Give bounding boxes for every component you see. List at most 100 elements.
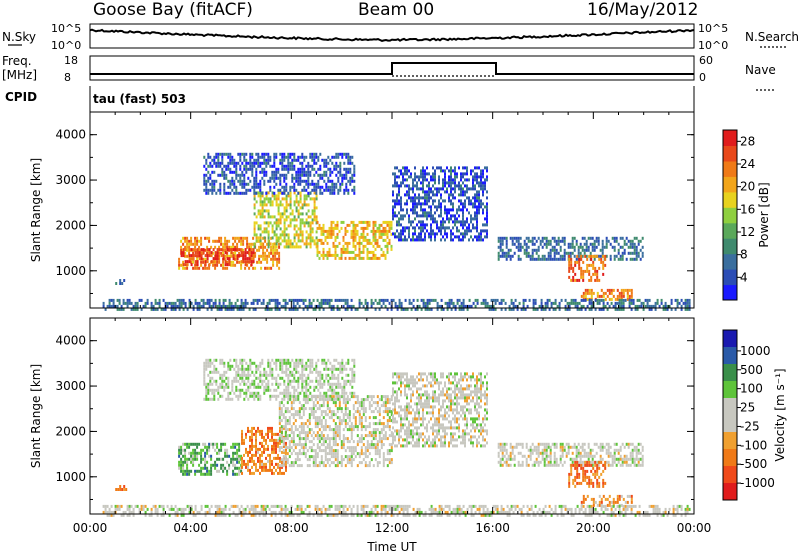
echo-cell (226, 251, 229, 255)
echo-cell (257, 397, 260, 401)
echo-cell (304, 443, 307, 447)
echo-cell (592, 291, 595, 295)
echo-cell (218, 301, 221, 305)
echo-cell (577, 254, 580, 258)
echo-cell (676, 301, 679, 305)
echo-cell (374, 422, 377, 426)
echo-cell (338, 307, 341, 311)
echo-cell (484, 178, 486, 182)
echo-cell (372, 443, 375, 447)
echo-cell (294, 452, 297, 456)
echo-cell (224, 251, 227, 255)
echo-cell (578, 257, 581, 261)
echo-cell (277, 385, 280, 389)
echo-cell (257, 236, 260, 240)
echo-cell (198, 304, 201, 308)
echo-cell (454, 178, 456, 182)
echo-cell (343, 173, 346, 177)
echo-cell (344, 226, 347, 230)
echo-cell (519, 245, 522, 249)
echo-cell (338, 404, 341, 408)
echo-cell (236, 457, 239, 461)
echo-cell (242, 242, 245, 246)
echo-cell (462, 232, 464, 236)
echo-cell (434, 178, 436, 182)
echo-cell (322, 241, 325, 245)
echo-cell (346, 455, 349, 459)
echo-cell (420, 181, 422, 185)
echo-cell (462, 214, 464, 218)
echo-cell (255, 221, 258, 225)
echo-cell (285, 441, 287, 445)
echo-cell (336, 428, 339, 432)
echo-cell (430, 235, 432, 239)
echo-cell (398, 190, 400, 194)
echo-cell (352, 449, 355, 453)
echo-cell (499, 245, 502, 249)
echo-cell (430, 229, 432, 233)
echo-cell (564, 304, 567, 308)
echo-cell (288, 416, 291, 420)
echo-cell (219, 376, 222, 380)
echo-cell (382, 458, 385, 462)
echo-cell (348, 416, 351, 420)
echo-cell (219, 394, 222, 398)
echo-cell (245, 361, 248, 365)
echo-cell (382, 301, 385, 305)
echo-cell (390, 431, 393, 435)
echo-cell (346, 229, 349, 233)
echo-cell (452, 205, 454, 209)
echo-cell (319, 152, 322, 156)
echo-cell (408, 214, 410, 218)
echo-cell (526, 304, 529, 308)
echo-cell (588, 307, 591, 311)
echo-cell (418, 226, 420, 230)
echo-cell (470, 199, 472, 203)
echo-cell (436, 187, 438, 191)
echo-cell (336, 220, 339, 224)
echo-cell (216, 469, 219, 473)
echo-cell (498, 301, 501, 305)
echo-cell (134, 307, 137, 311)
echo-cell (283, 382, 286, 386)
echo-cell (348, 455, 351, 459)
echo-cell (620, 294, 623, 298)
echo-cell (283, 191, 286, 195)
echo-cell (216, 254, 219, 258)
echo-cell (336, 235, 339, 239)
echo-cell (499, 242, 502, 246)
echo-cell (255, 161, 258, 165)
echo-cell (123, 488, 126, 491)
echo-cell (320, 404, 323, 408)
echo-cell (358, 410, 361, 414)
freq-trace (90, 62, 694, 75)
echo-cell (448, 208, 450, 212)
echo-cell (255, 391, 258, 395)
echo-cell (259, 155, 262, 159)
echo-cell (464, 190, 466, 194)
echo-cell (618, 298, 621, 302)
echo-cell (326, 407, 329, 411)
echo-cell (257, 155, 260, 159)
echo-cell (234, 442, 237, 446)
echo-cell (250, 245, 253, 249)
echo-cell (223, 379, 226, 383)
echo-cell (190, 442, 193, 446)
echo-cell (501, 236, 504, 240)
echo-cell (378, 307, 381, 311)
echo-cell (350, 395, 353, 399)
echo-cell (273, 471, 275, 475)
echo-cell (326, 301, 329, 305)
echo-cell (541, 254, 544, 258)
echo-cell (302, 422, 305, 426)
echo-cell (388, 458, 391, 462)
echo-cell (597, 242, 600, 246)
echo-cell (305, 194, 308, 198)
echo-cell (240, 301, 243, 305)
echo-cell (285, 239, 288, 243)
echo-cell (304, 422, 307, 426)
echo-cell (261, 432, 263, 436)
echo-cell (281, 212, 284, 216)
echo-cell (352, 250, 355, 254)
echo-cell (196, 236, 199, 240)
